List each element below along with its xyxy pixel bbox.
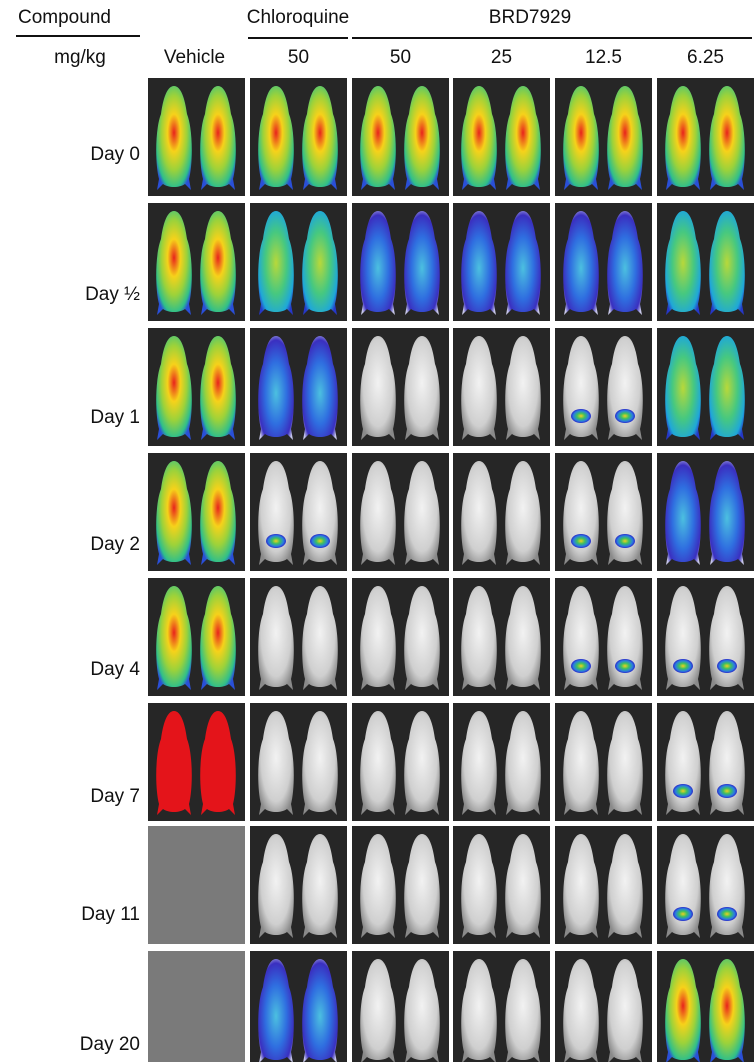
image-cell: [555, 453, 652, 571]
signal-spot: [717, 907, 737, 921]
image-cell: [453, 826, 550, 944]
image-cell: [352, 951, 449, 1062]
image-cell: [352, 203, 449, 321]
row-label: Day 7: [90, 786, 140, 807]
image-cell: [148, 203, 245, 321]
image-cell: [453, 203, 550, 321]
image-cell: [657, 328, 754, 446]
image-cell: [250, 203, 347, 321]
image-cell: [453, 453, 550, 571]
compound-label: Compound: [18, 7, 111, 28]
image-cell: [148, 951, 245, 1062]
image-cell: [352, 703, 449, 821]
dose-label: 50: [390, 47, 411, 68]
dose-label: 25: [491, 47, 512, 68]
dose-label: Vehicle: [164, 47, 225, 68]
image-cell: [453, 951, 550, 1062]
image-cell: [657, 578, 754, 696]
signal-spot: [571, 659, 591, 673]
image-cell: [250, 951, 347, 1062]
image-cell: [453, 703, 550, 821]
image-cell: [148, 703, 245, 821]
image-cell: [657, 826, 754, 944]
signal-spot: [673, 784, 693, 798]
dose-label: 6.25: [687, 47, 724, 68]
image-cell: [555, 203, 652, 321]
signal-spot: [310, 534, 330, 548]
image-cell: [453, 578, 550, 696]
image-cell: [352, 826, 449, 944]
group-label: BRD7929: [489, 7, 571, 28]
empty-panel: [148, 826, 245, 944]
image-cell: [657, 703, 754, 821]
image-cell: [352, 78, 449, 196]
signal-spot: [615, 659, 635, 673]
image-cell: [250, 826, 347, 944]
signal-spot: [615, 534, 635, 548]
image-cell: [250, 453, 347, 571]
image-cell: [555, 78, 652, 196]
page: Compound Chloroquine BRD7929 mg/kg Vehic…: [0, 0, 755, 1062]
row-label: Day 4: [90, 659, 140, 680]
row-label: Day 1: [90, 407, 140, 428]
row-label: Day 20: [80, 1034, 140, 1055]
signal-spot: [717, 784, 737, 798]
image-cell: [555, 951, 652, 1062]
image-cell: [148, 328, 245, 446]
image-cell: [555, 578, 652, 696]
image-cell: [148, 453, 245, 571]
image-cell: [352, 328, 449, 446]
signal-spot: [673, 907, 693, 921]
image-cell: [148, 578, 245, 696]
image-cell: [250, 578, 347, 696]
row-label: Day 2: [90, 534, 140, 555]
image-cell: [657, 453, 754, 571]
image-cell: [250, 328, 347, 446]
signal-spot: [673, 659, 693, 673]
image-cell: [555, 703, 652, 821]
image-cell: [352, 453, 449, 571]
image-cell: [148, 78, 245, 196]
image-cell: [657, 203, 754, 321]
empty-panel: [148, 951, 245, 1062]
row-label: Day ½: [85, 284, 140, 305]
unit-label: mg/kg: [54, 47, 106, 68]
signal-spot: [266, 534, 286, 548]
signal-spot: [571, 409, 591, 423]
image-cell: [657, 951, 754, 1062]
row-label: Day 0: [90, 144, 140, 165]
image-cell: [657, 78, 754, 196]
image-cell: [453, 78, 550, 196]
group-label: Chloroquine: [247, 7, 349, 28]
signal-spot: [717, 659, 737, 673]
image-cell: [453, 328, 550, 446]
dose-label: 50: [288, 47, 309, 68]
image-cell: [148, 826, 245, 944]
image-cell: [352, 578, 449, 696]
dose-label: 12.5: [585, 47, 622, 68]
image-cell: [250, 78, 347, 196]
image-cell: [555, 826, 652, 944]
signal-spot: [615, 409, 635, 423]
signal-spot: [571, 534, 591, 548]
image-cell: [555, 328, 652, 446]
image-cell: [250, 703, 347, 821]
figure: Compound Chloroquine BRD7929 mg/kg Vehic…: [0, 0, 755, 1062]
row-label: Day 11: [81, 904, 140, 925]
